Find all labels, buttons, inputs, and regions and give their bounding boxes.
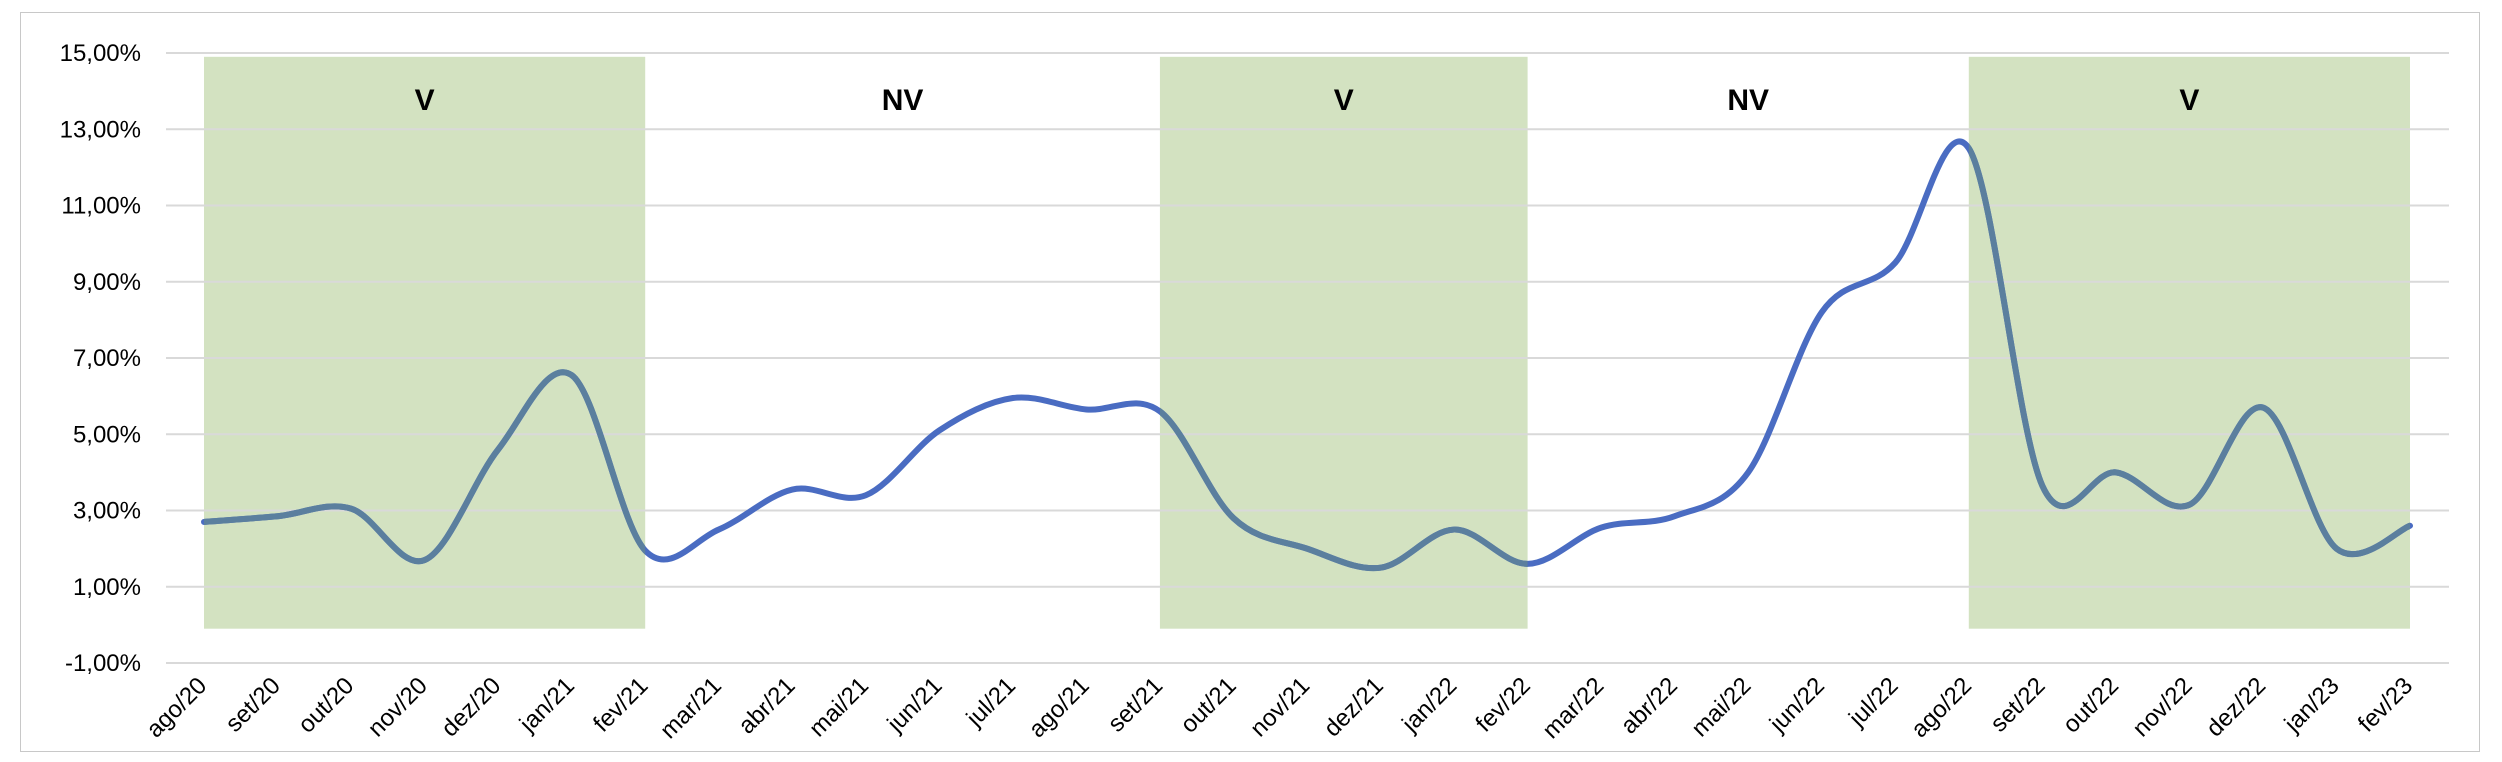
x-tick-label: jan/22 (1396, 672, 1462, 738)
y-tick-label: 7,00% (73, 345, 141, 372)
x-tick-label: mai/22 (1686, 672, 1756, 742)
shaded-band (204, 56, 646, 629)
chart-area: -1,00% 1,00% 3,00% 5,00% 7,00% 9,00% 11,00% 13,… (20, 12, 2480, 752)
x-tick-label: mai/21 (804, 672, 874, 742)
x-tick-label: set/22 (1985, 672, 2050, 737)
x-tick-label: jul/21 (961, 672, 1021, 732)
x-tick-label: mar/21 (655, 672, 727, 744)
x-tick-label: abr/22 (1616, 672, 1683, 739)
band-label: V (415, 84, 435, 117)
band-label: V (2179, 84, 2199, 117)
x-tick-label: jan/21 (514, 672, 580, 738)
x-tick-label: ago/22 (1906, 672, 1977, 743)
band-labels: V NV V NV V (415, 84, 2200, 117)
x-tick-label: dez/21 (1319, 672, 1389, 742)
x-tick-label: fev/23 (2353, 672, 2418, 737)
x-tick-label: fev/21 (588, 672, 653, 737)
y-tick-label: -1,00% (65, 650, 141, 677)
series-line-layer (201, 138, 2413, 572)
x-tick-label: nov/20 (363, 672, 433, 742)
x-tick-label: jan/23 (2279, 672, 2345, 738)
x-tick-label: jun/22 (1764, 672, 1830, 738)
line-chart: -1,00% 1,00% 3,00% 5,00% 7,00% 9,00% 11,00% 13,… (60, 40, 2449, 744)
y-tick-label: 15,00% (60, 40, 141, 67)
y-tick-label: 3,00% (73, 498, 141, 525)
x-tick-label: jul/22 (1843, 672, 1903, 732)
band-label: V (1334, 84, 1354, 117)
band-label: NV (882, 84, 924, 117)
x-tick-label: mar/22 (1537, 672, 1609, 744)
x-tick-label: dez/20 (436, 672, 506, 742)
x-tick-label: ago/20 (141, 672, 212, 743)
x-axis-labels: ago/20 set/20 out/20 nov/20 dez/20 jan/21 fev/… (141, 672, 2418, 744)
y-tick-label: 11,00% (61, 193, 141, 220)
x-tick-label: out/21 (1175, 672, 1241, 738)
y-tick-label: 5,00% (73, 421, 141, 448)
x-tick-label: fev/22 (1471, 672, 1536, 737)
y-tick-label: 1,00% (73, 574, 141, 601)
band-layer (204, 56, 2410, 629)
x-tick-label: jun/21 (882, 672, 948, 738)
y-axis-labels: -1,00% 1,00% 3,00% 5,00% 7,00% 9,00% 11,00% 13,… (60, 40, 141, 677)
y-tick-label: 13,00% (60, 116, 141, 143)
band-label: NV (1727, 84, 1769, 117)
x-tick-label: dez/22 (2201, 672, 2271, 742)
x-tick-label: abr/21 (733, 672, 800, 739)
x-tick-label: ago/21 (1024, 672, 1095, 743)
grid-layer (166, 52, 2449, 664)
series-line-in-band (204, 138, 2411, 572)
x-tick-label: out/22 (2058, 672, 2124, 738)
x-tick-label: nov/21 (1245, 672, 1315, 742)
shaded-band (1159, 56, 1528, 629)
y-tick-label: 9,00% (73, 269, 141, 296)
x-tick-label: set/21 (1103, 672, 1168, 737)
shaded-band (1968, 56, 2410, 629)
x-tick-label: out/20 (293, 672, 359, 738)
x-tick-label: nov/22 (2128, 672, 2198, 742)
x-tick-label: set/20 (220, 672, 285, 737)
